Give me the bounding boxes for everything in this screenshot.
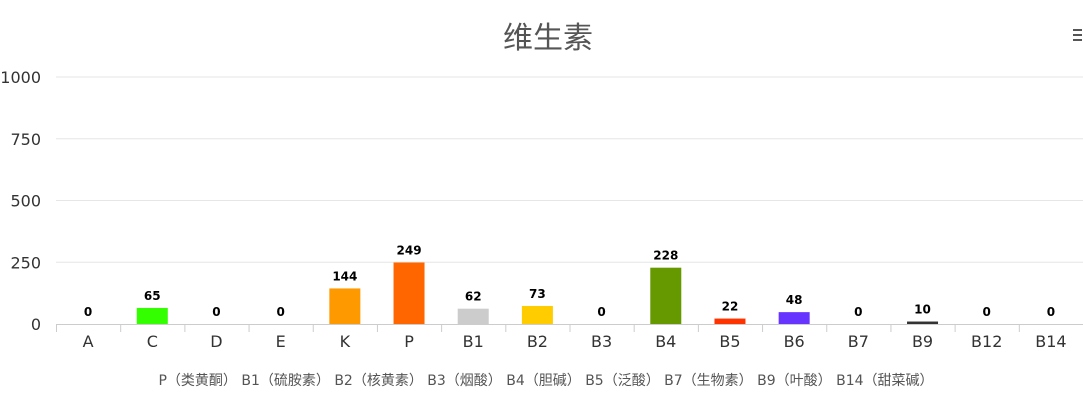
data-label: 22 <box>722 300 739 314</box>
data-label: 62 <box>465 290 482 304</box>
bar-B4 <box>650 267 682 324</box>
x-tick-label: A <box>83 332 94 351</box>
gridlines <box>56 76 1083 263</box>
data-label: 0 <box>1047 305 1055 319</box>
y-axis-ticks: 0 250 500 750 1000 <box>0 68 41 334</box>
bar-B2 <box>521 305 553 324</box>
x-tick-label: B9 <box>912 332 933 351</box>
bar-B1 <box>457 308 489 324</box>
bar-P <box>393 262 425 324</box>
data-label: 144 <box>332 269 357 283</box>
y-tick-label: 250 <box>10 253 41 272</box>
data-label: 0 <box>597 305 605 319</box>
data-label: 0 <box>854 305 862 319</box>
data-label: 10 <box>914 303 931 317</box>
data-label: 228 <box>653 249 678 263</box>
x-tick-label: B1 <box>463 332 484 351</box>
bar-C <box>136 307 168 324</box>
y-tick-label: 0 <box>31 315 41 334</box>
vitamin-note: P（类黄酮） B1（硫胺素） B2（核黄素） B3（烟酸） B4（胆碱） B5（… <box>158 372 933 389</box>
x-tick-label: K <box>340 332 351 351</box>
bar-B6 <box>778 312 810 324</box>
data-label: 0 <box>983 305 991 319</box>
data-label: 0 <box>212 305 220 319</box>
x-tick-label: E <box>276 332 286 351</box>
data-label: 48 <box>786 293 803 307</box>
x-tick-label: B6 <box>784 332 805 351</box>
data-label: 0 <box>276 305 284 319</box>
x-tick-label: B5 <box>719 332 740 351</box>
chart-title: 维生素 <box>503 21 593 56</box>
data-label: 73 <box>529 287 546 301</box>
data-label: 249 <box>397 243 422 257</box>
data-label: 0 <box>84 305 92 319</box>
y-tick-label: 500 <box>10 192 41 211</box>
y-tick-label: 1000 <box>0 68 41 87</box>
data-label: 65 <box>144 289 161 303</box>
x-tick-label: B12 <box>971 332 1002 351</box>
bars <box>136 262 939 324</box>
x-tick-label: B4 <box>655 332 676 351</box>
x-tick-label: B3 <box>591 332 612 351</box>
x-tick-label: B7 <box>848 332 869 351</box>
x-tick-label: D <box>210 332 222 351</box>
hamburger-menu-icon[interactable] <box>1073 29 1082 41</box>
x-tick-label: B2 <box>527 332 548 351</box>
x-tick-label: P <box>404 332 414 351</box>
y-tick-label: 750 <box>10 130 41 149</box>
x-tick-label: C <box>147 332 158 351</box>
x-axis: A C D E K P B1 B2 B3 B4 B5 B6 B7 B9 B12 B14 <box>56 324 1083 351</box>
data-labels: 0 65 0 0 144 249 62 73 0 228 22 48 0 10 0 0 <box>84 243 1055 319</box>
bar-B5 <box>714 318 746 324</box>
bar-K <box>329 288 361 324</box>
bar-B9 <box>907 321 939 324</box>
x-tick-label: B14 <box>1035 332 1066 351</box>
